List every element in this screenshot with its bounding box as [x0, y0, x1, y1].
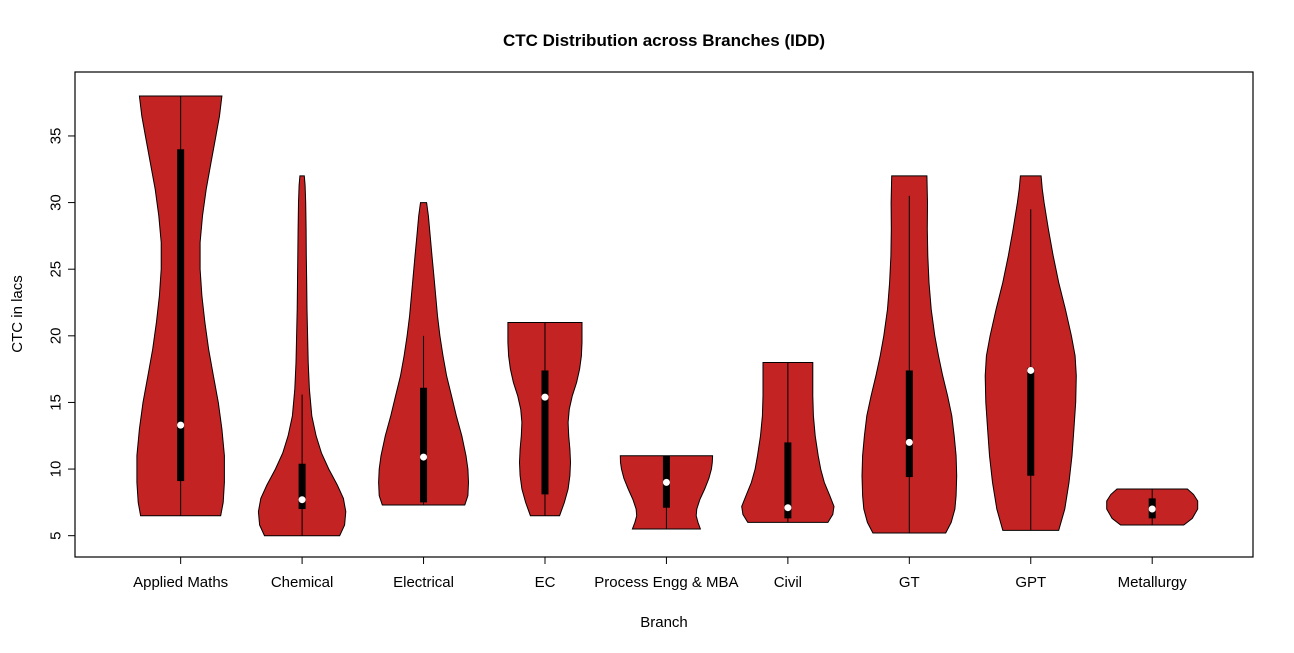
y-tick-label: 30 — [47, 194, 64, 211]
x-tick-label: Process Engg & MBA — [594, 574, 738, 591]
y-tick-label: 5 — [47, 532, 64, 540]
median-dot — [541, 393, 549, 401]
y-tick-label: 10 — [47, 461, 64, 478]
y-tick-label: 15 — [47, 394, 64, 411]
violin-shape — [257, 175, 347, 537]
median-dot — [1148, 505, 1156, 513]
iqr-box — [541, 370, 549, 495]
iqr-box — [177, 149, 185, 482]
x-tick-label: GT — [899, 574, 920, 591]
y-axis-title: CTC in lacs — [9, 275, 26, 353]
x-tick-label: GPT — [1015, 574, 1046, 591]
x-axis-title: Branch — [640, 614, 688, 631]
x-tick-label: Electrical — [393, 574, 454, 591]
x-tick-label: Applied Maths — [133, 574, 228, 591]
plot-area: 5 10 15 20 25 30 35 Applied Maths Chemical Electr… — [47, 71, 1254, 591]
y-tick-label: 25 — [47, 261, 64, 278]
median-dot — [662, 478, 670, 486]
median-dot — [905, 438, 913, 446]
median-dot — [298, 496, 306, 504]
median-dot — [784, 504, 792, 512]
plot-border — [74, 71, 1254, 558]
iqr-box — [1027, 367, 1035, 476]
iqr-box — [420, 387, 428, 503]
x-tick-label: Civil — [774, 574, 802, 591]
iqr-box — [784, 442, 792, 519]
chart-title: CTC Distribution across Branches (IDD) — [503, 31, 825, 50]
median-dot — [420, 453, 428, 461]
x-tick-label: Chemical — [271, 574, 334, 591]
y-tick-label: 35 — [47, 128, 64, 145]
x-tick-label: Metallurgy — [1118, 574, 1188, 591]
median-dot — [177, 421, 185, 429]
iqr-box — [905, 370, 913, 478]
iqr-box — [298, 463, 306, 510]
x-tick-label: EC — [535, 574, 556, 591]
median-dot — [1027, 366, 1035, 374]
y-tick-label: 20 — [47, 327, 64, 344]
